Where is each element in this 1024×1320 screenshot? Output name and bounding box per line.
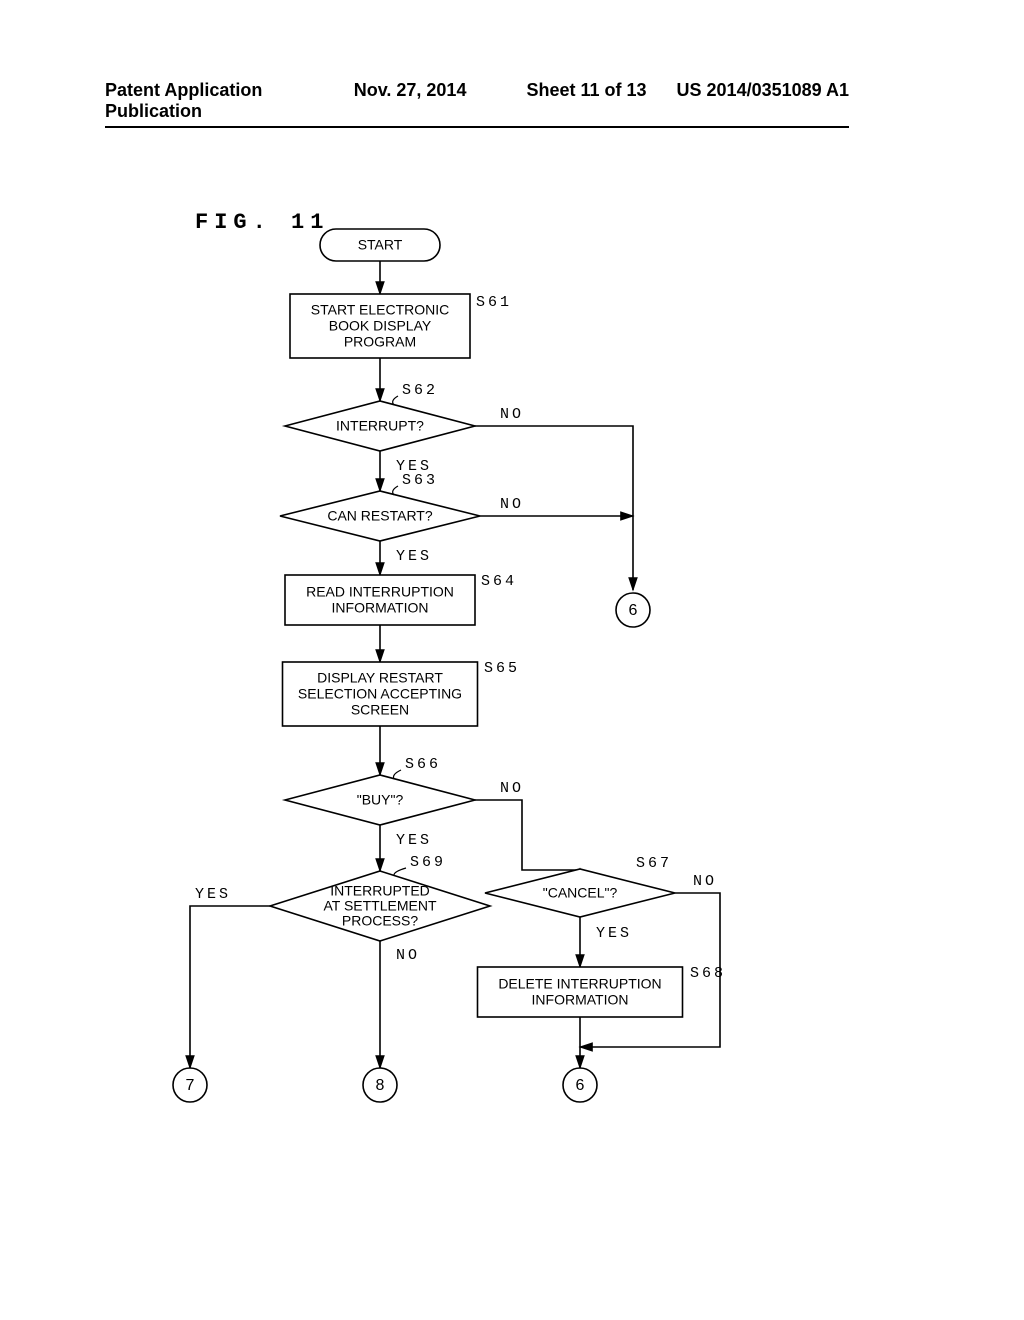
svg-text:YES: YES	[596, 925, 632, 942]
svg-text:6: 6	[629, 602, 638, 619]
svg-text:"BUY"?: "BUY"?	[357, 792, 404, 808]
svg-text:INTERRUPT?: INTERRUPT?	[336, 418, 424, 434]
svg-text:SELECTION ACCEPTING: SELECTION ACCEPTING	[298, 686, 462, 702]
svg-text:DELETE INTERRUPTION: DELETE INTERRUPTION	[498, 976, 661, 992]
svg-text:AT SETTLEMENT: AT SETTLEMENT	[323, 898, 437, 914]
svg-text:BOOK DISPLAY: BOOK DISPLAY	[329, 318, 432, 334]
svg-text:S65: S65	[484, 660, 520, 677]
svg-text:"CANCEL"?: "CANCEL"?	[543, 885, 618, 901]
svg-text:S66: S66	[405, 756, 441, 773]
svg-text:S67: S67	[636, 855, 672, 872]
svg-text:S62: S62	[402, 382, 438, 399]
flowchart: YESNOYESNOYESNONOYESYESNOSTARTSTART ELEC…	[0, 0, 1024, 1320]
svg-text:S63: S63	[402, 472, 438, 489]
svg-text:NO: NO	[500, 496, 524, 513]
svg-text:READ INTERRUPTION: READ INTERRUPTION	[306, 584, 454, 600]
svg-text:S61: S61	[476, 294, 512, 311]
svg-text:NO: NO	[396, 947, 420, 964]
svg-text:PROCESS?: PROCESS?	[342, 913, 418, 929]
svg-text:6: 6	[576, 1077, 585, 1094]
svg-text:INFORMATION: INFORMATION	[332, 600, 429, 616]
svg-text:PROGRAM: PROGRAM	[344, 334, 416, 350]
svg-text:DISPLAY RESTART: DISPLAY RESTART	[317, 670, 443, 686]
svg-text:7: 7	[186, 1077, 195, 1094]
svg-text:NO: NO	[500, 780, 524, 797]
svg-text:S69: S69	[410, 854, 446, 871]
svg-text:8: 8	[376, 1077, 385, 1094]
svg-text:CAN RESTART?: CAN RESTART?	[327, 508, 432, 524]
svg-text:INFORMATION: INFORMATION	[532, 992, 629, 1008]
svg-text:START: START	[358, 237, 403, 253]
svg-text:INTERRUPTED: INTERRUPTED	[330, 883, 430, 899]
svg-text:YES: YES	[195, 886, 231, 903]
svg-text:START ELECTRONIC: START ELECTRONIC	[311, 302, 449, 318]
svg-text:YES: YES	[396, 832, 432, 849]
svg-text:S64: S64	[481, 573, 517, 590]
svg-text:NO: NO	[500, 406, 524, 423]
svg-text:YES: YES	[396, 548, 432, 565]
svg-text:SCREEN: SCREEN	[351, 702, 409, 718]
svg-text:NO: NO	[693, 873, 717, 890]
svg-text:S68: S68	[690, 965, 726, 982]
